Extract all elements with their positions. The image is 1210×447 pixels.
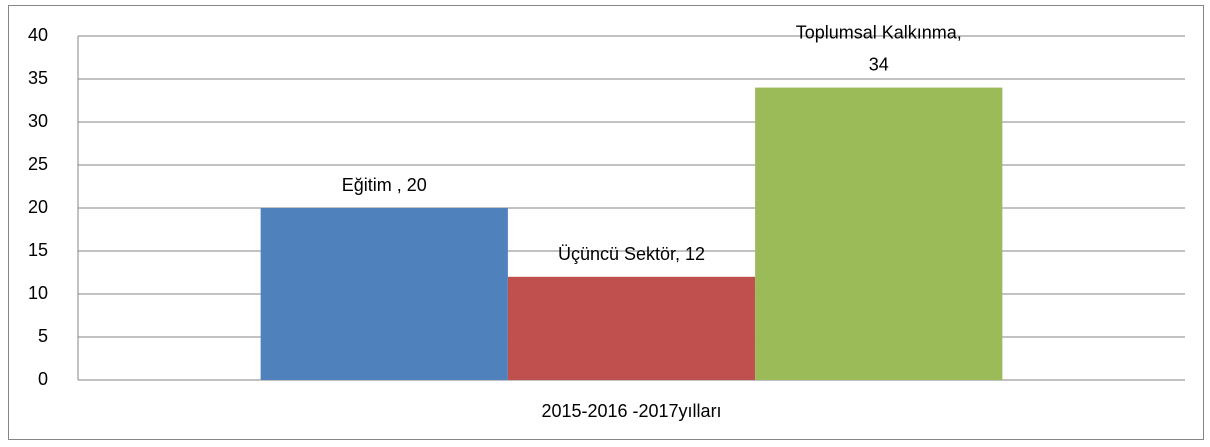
y-tick-label: 35: [28, 68, 48, 88]
data-label: Toplumsal Kalkınma, 34: [796, 22, 962, 74]
y-tick-label: 40: [28, 25, 48, 45]
data-label-line: Üçüncü Sektör, 12: [558, 244, 705, 264]
y-tick-label: 30: [28, 111, 48, 131]
data-label-line: Toplumsal Kalkınma,: [796, 22, 962, 42]
y-tick-label: 10: [28, 283, 48, 303]
y-tick-label: 15: [28, 240, 48, 260]
bar: [507, 276, 756, 380]
data-label-line: Eğitim , 20: [342, 175, 427, 195]
data-label-line: 34: [869, 54, 889, 74]
data-label: Üçüncü Sektör, 12: [558, 244, 705, 264]
x-tick-label: 2015-2016 -2017yılları: [541, 401, 721, 421]
bar: [755, 87, 1003, 380]
y-tick-label: 5: [38, 326, 48, 346]
y-tick-label: 20: [28, 197, 48, 217]
y-tick-label: 0: [38, 369, 48, 389]
bar: [260, 208, 508, 380]
y-tick-label: 25: [28, 154, 48, 174]
data-label: Eğitim , 20: [342, 175, 427, 195]
